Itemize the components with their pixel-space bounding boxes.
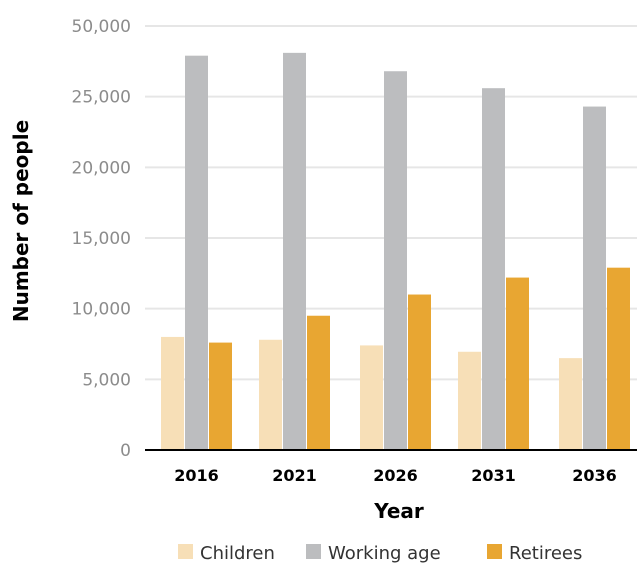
bar-children-2026 bbox=[360, 345, 383, 450]
x-tick-label: 2031 bbox=[471, 466, 516, 485]
legend-label: Retirees bbox=[509, 543, 582, 564]
bar-children-2021 bbox=[259, 339, 282, 450]
bar-working-age-2026 bbox=[384, 71, 407, 450]
bar-working-age-2036 bbox=[583, 106, 606, 450]
x-tick-label: 2036 bbox=[572, 466, 617, 485]
legend: Children Working age Retirees bbox=[178, 543, 582, 564]
bar-children-2031 bbox=[458, 351, 481, 450]
legend-label: Children bbox=[200, 543, 275, 564]
y-tick-label: 10,000 bbox=[72, 300, 131, 320]
bar-retirees-2031 bbox=[506, 277, 529, 450]
bar-working-age-2031 bbox=[482, 88, 505, 450]
bar-working-age-2016 bbox=[185, 55, 208, 451]
y-tick-label: 25,000 bbox=[72, 88, 131, 108]
bars bbox=[161, 52, 630, 451]
bar-retirees-2021 bbox=[307, 315, 330, 450]
bar-retirees-2026 bbox=[408, 294, 431, 450]
x-tick-label: 2021 bbox=[272, 466, 317, 485]
bar-retirees-2016 bbox=[209, 342, 232, 450]
legend-swatch bbox=[306, 544, 321, 559]
y-tick-label: 15,000 bbox=[72, 229, 131, 249]
legend-swatch bbox=[487, 544, 502, 559]
bar-children-2036 bbox=[559, 358, 582, 450]
x-axis-title: Year bbox=[373, 499, 424, 523]
legend-label: Working age bbox=[328, 543, 441, 564]
y-tick-label: 0 bbox=[120, 441, 131, 461]
x-tick-label: 2026 bbox=[373, 466, 418, 485]
bar-retirees-2036 bbox=[607, 267, 630, 450]
x-axis-tick-labels: 2016 2021 2026 2031 2036 bbox=[174, 466, 617, 485]
y-tick-label: 50,000 bbox=[72, 17, 131, 37]
bar-children-2016 bbox=[161, 336, 184, 450]
y-axis-title: Number of people bbox=[9, 120, 33, 322]
y-tick-label: 5,000 bbox=[82, 370, 131, 390]
legend-swatch bbox=[178, 544, 193, 559]
y-axis-tick-labels: 0 5,000 10,000 15,000 20,000 25,000 50,000 bbox=[72, 17, 131, 461]
y-tick-label: 20,000 bbox=[72, 158, 131, 178]
bar-working-age-2021 bbox=[283, 52, 306, 450]
x-tick-label: 2016 bbox=[174, 466, 219, 485]
